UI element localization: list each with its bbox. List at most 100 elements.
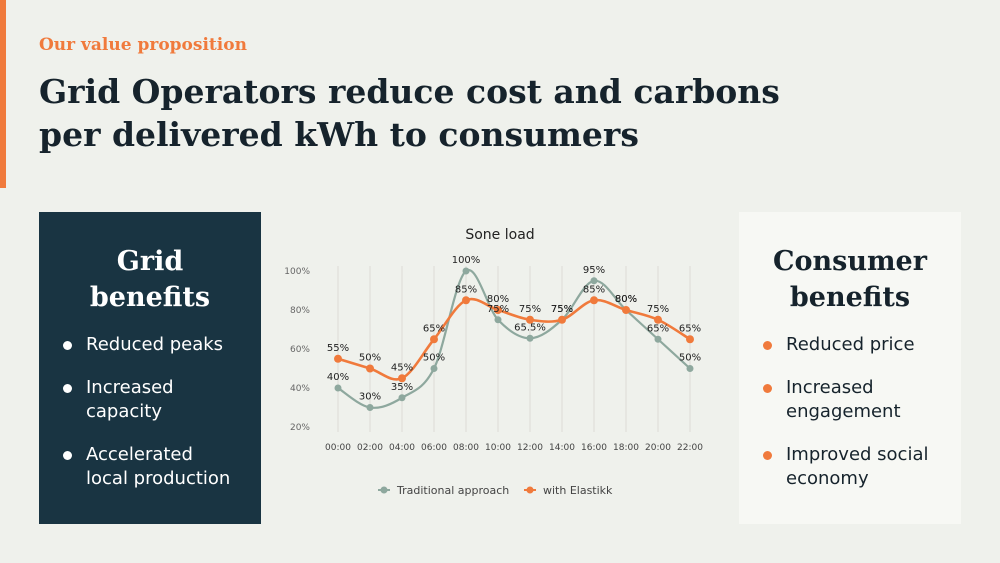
data-label: 85% (455, 284, 477, 295)
x-tick-label: 10:00 (485, 443, 511, 453)
data-label: 45% (391, 362, 413, 373)
x-tick-label: 18:00 (613, 443, 639, 453)
x-tick-label: 14:00 (549, 443, 575, 453)
data-label: 80% (615, 294, 637, 305)
legend-label: Traditional approach (396, 484, 509, 497)
item-label: Increased (786, 377, 874, 398)
data-point-traditional (462, 267, 470, 275)
grid-benefits-heading: Grid benefits (39, 244, 261, 316)
bullet-icon (763, 384, 772, 393)
y-tick-label: 100% (284, 267, 310, 277)
list-item: Accelerated local production (63, 443, 255, 491)
data-point-traditional (430, 365, 438, 372)
heading-line: Grid (116, 246, 184, 277)
x-tick-label: 16:00 (581, 443, 607, 453)
x-tick-label: 20:00 (645, 443, 671, 453)
x-tick-label: 08:00 (453, 443, 479, 453)
y-tick-label: 60% (290, 345, 310, 355)
data-label: 95% (583, 265, 605, 276)
data-point-traditional (654, 335, 662, 343)
data-point-elastikk (366, 364, 374, 373)
data-point-elastikk (526, 315, 534, 324)
data-label: 65% (647, 323, 669, 334)
x-tick-label: 06:00 (421, 443, 447, 453)
item-label: capacity (86, 401, 162, 422)
item-label: Improved social (786, 444, 929, 465)
list-item: Reduced peaks (63, 333, 255, 357)
item-label: Accelerated (86, 444, 193, 465)
title-line-1: Grid Operators reduce cost and carbons (39, 72, 780, 111)
data-point-elastikk (462, 296, 470, 305)
list-item: Increased capacity (63, 376, 255, 424)
data-label: 80% (487, 294, 509, 305)
y-tick-label: 80% (290, 306, 310, 316)
item-label: Increased (86, 377, 174, 398)
data-point-elastikk (494, 306, 502, 314)
heading-line: benefits (89, 282, 211, 313)
chart-title: Sone load (465, 227, 534, 243)
data-label: 80% (615, 294, 637, 305)
y-tick-label: 20% (290, 423, 310, 433)
item-label: Reduced peaks (86, 334, 224, 355)
consumer-benefits-heading: Consumer benefits (739, 244, 961, 316)
x-tick-label: 12:00 (517, 443, 543, 453)
heading-line: benefits (789, 282, 911, 313)
data-point-elastikk (334, 354, 342, 363)
data-point-traditional (334, 384, 342, 392)
load-chart: Sone load 100% 80% 60% 40% 20% 00:00 02:00 04:00… (278, 220, 728, 510)
item-label: economy (786, 468, 869, 489)
data-point-traditional (590, 277, 598, 285)
data-point-traditional (686, 365, 694, 372)
item-label: Reduced price (786, 334, 915, 355)
title-line-2: per delivered kWh to consumers (39, 115, 639, 154)
data-point-traditional (366, 404, 374, 411)
data-label: 30% (359, 392, 381, 403)
legend-marker (380, 486, 388, 494)
data-label: 75% (519, 304, 541, 315)
list-item: Improved social economy (763, 443, 955, 491)
accent-bar (0, 0, 6, 188)
data-point-traditional (526, 334, 534, 342)
bullet-icon (63, 341, 72, 350)
data-label: 65% (423, 323, 445, 334)
x-tick-label: 00:00 (325, 443, 351, 453)
data-label: 100% (452, 255, 481, 266)
list-item: Increased engagement (763, 376, 955, 424)
legend-label: with Elastikk (543, 484, 613, 497)
data-point-elastikk (398, 374, 406, 383)
list-item: Reduced price (763, 333, 955, 357)
data-point-elastikk (430, 335, 438, 344)
x-tick-label: 22:00 (677, 443, 703, 453)
y-tick-label: 40% (290, 384, 310, 394)
legend-marker (526, 486, 534, 494)
grid-benefits-list: Reduced peaks Increased capacity Acceler… (63, 333, 255, 510)
data-point-elastikk (590, 296, 598, 305)
data-label: 75% (647, 304, 669, 315)
data-label: 40% (327, 372, 349, 383)
data-point-traditional (494, 316, 502, 324)
data-label: 35% (391, 382, 413, 393)
data-label: 85% (583, 284, 605, 295)
data-point-elastikk (686, 335, 694, 344)
page-title: Grid Operators reduce cost and carbons p… (39, 70, 939, 156)
item-label: engagement (786, 401, 901, 422)
data-label: 50% (423, 353, 445, 364)
bullet-icon (63, 384, 72, 393)
bullet-icon (763, 451, 772, 460)
bullet-icon (763, 341, 772, 350)
data-label: 75% (487, 304, 509, 315)
data-point-elastikk (622, 306, 630, 314)
data-label: 75% (551, 304, 573, 315)
x-tick-label: 02:00 (357, 443, 383, 453)
bullet-icon (63, 451, 72, 460)
data-label: 55% (327, 343, 349, 354)
data-label: 65.5% (514, 322, 546, 333)
data-label: 65% (679, 323, 701, 334)
x-tick-label: 04:00 (389, 443, 415, 453)
data-label: 50% (359, 353, 381, 364)
item-label: local production (86, 468, 231, 489)
data-label: 50% (679, 353, 701, 364)
data-label: 75% (551, 304, 573, 315)
load-chart-svg: Sone load 100% 80% 60% 40% 20% 00:00 02:00 04:00… (284, 227, 703, 497)
consumer-benefits-panel: Consumer benefits Reduced price Increase… (739, 212, 961, 524)
